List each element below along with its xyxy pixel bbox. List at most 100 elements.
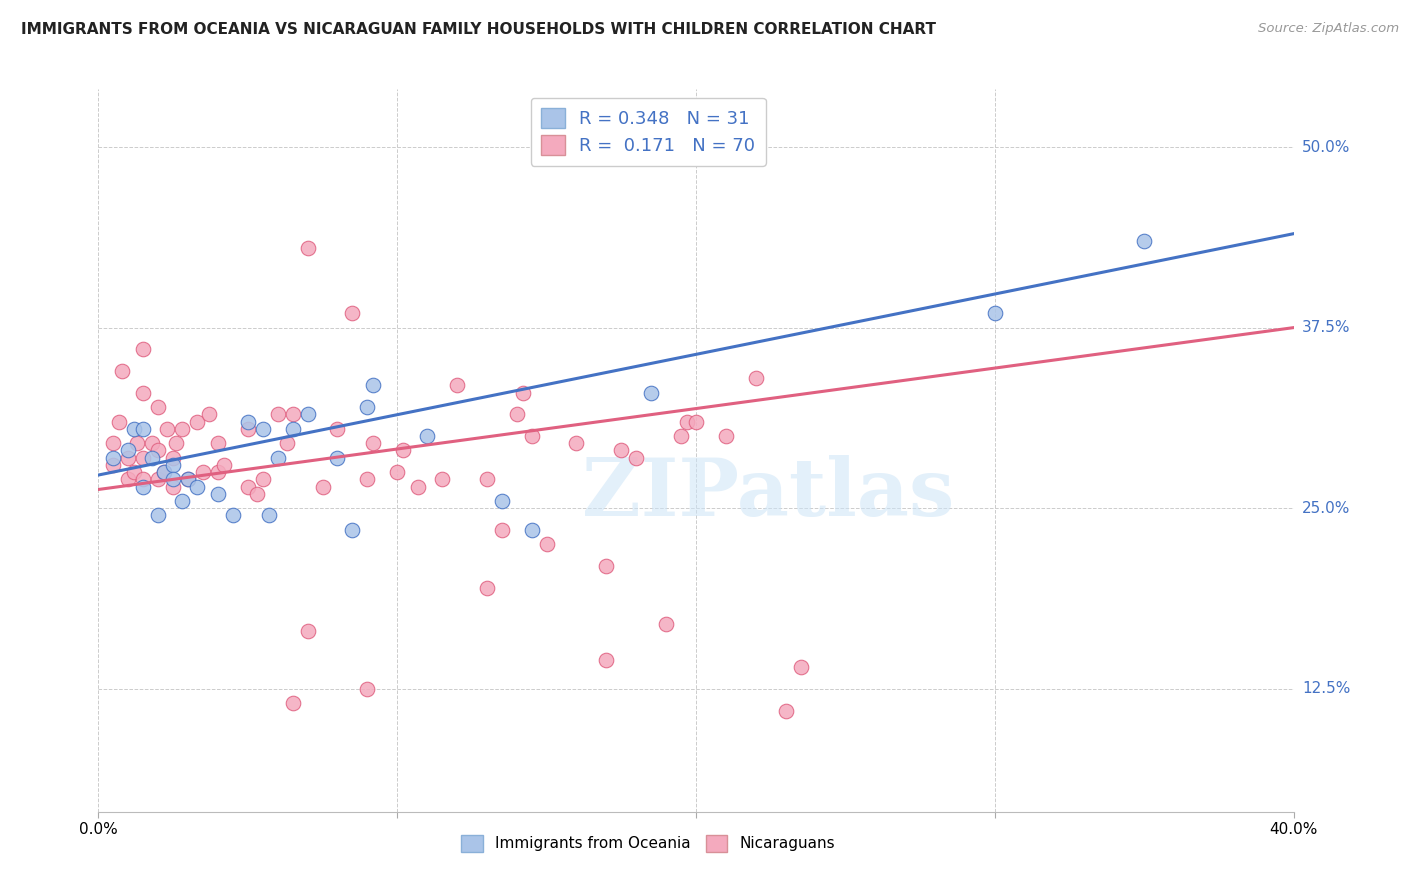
Point xyxy=(326,450,349,465)
Point xyxy=(132,472,155,486)
Point xyxy=(685,415,707,429)
Point xyxy=(475,581,498,595)
Point xyxy=(475,472,498,486)
Point xyxy=(108,415,131,429)
Point xyxy=(117,450,139,465)
Point xyxy=(297,241,319,255)
Point xyxy=(172,422,194,436)
Point xyxy=(132,385,155,400)
Point xyxy=(132,450,155,465)
Point xyxy=(491,523,513,537)
Point xyxy=(186,480,208,494)
Point xyxy=(252,422,274,436)
Point xyxy=(111,364,134,378)
Text: Source: ZipAtlas.com: Source: ZipAtlas.com xyxy=(1258,22,1399,36)
Point xyxy=(153,465,176,479)
Point xyxy=(512,385,534,400)
Point xyxy=(162,472,184,486)
Point xyxy=(520,523,543,537)
Text: IMMIGRANTS FROM OCEANIA VS NICARAGUAN FAMILY HOUSEHOLDS WITH CHILDREN CORRELATIO: IMMIGRANTS FROM OCEANIA VS NICARAGUAN FA… xyxy=(21,22,936,37)
Point xyxy=(655,616,678,631)
Point xyxy=(520,429,543,443)
Point xyxy=(148,472,170,486)
Point xyxy=(311,480,333,494)
Point xyxy=(124,465,146,479)
Point xyxy=(103,450,125,465)
Point xyxy=(207,436,229,450)
Point xyxy=(165,436,187,450)
Point xyxy=(281,696,304,710)
Point xyxy=(276,436,298,450)
Text: 12.5%: 12.5% xyxy=(1302,681,1350,697)
Point xyxy=(222,508,245,523)
Point xyxy=(156,422,179,436)
Point xyxy=(132,343,155,357)
Point xyxy=(267,450,290,465)
Point xyxy=(789,660,811,674)
Point xyxy=(745,371,768,385)
Point xyxy=(207,465,229,479)
Point xyxy=(207,487,229,501)
Point xyxy=(148,400,170,414)
Point xyxy=(103,458,125,472)
Text: ZIPatlas: ZIPatlas xyxy=(582,455,953,533)
Point xyxy=(491,494,513,508)
Point xyxy=(117,472,139,486)
Text: 50.0%: 50.0% xyxy=(1302,139,1350,154)
Point xyxy=(297,624,319,639)
Point xyxy=(984,306,1007,320)
Point xyxy=(267,407,290,421)
Point xyxy=(342,523,364,537)
Point xyxy=(162,458,184,472)
Point xyxy=(246,487,269,501)
Point xyxy=(356,472,378,486)
Point xyxy=(212,458,235,472)
Point xyxy=(236,415,259,429)
Point xyxy=(775,704,797,718)
Point xyxy=(595,653,617,667)
Point xyxy=(640,385,662,400)
Point xyxy=(392,443,415,458)
Point xyxy=(186,415,208,429)
Point xyxy=(281,422,304,436)
Point xyxy=(148,508,170,523)
Point xyxy=(326,422,349,436)
Point xyxy=(626,450,648,465)
Point xyxy=(132,422,155,436)
Point xyxy=(236,480,259,494)
Point xyxy=(153,465,176,479)
Point xyxy=(191,465,214,479)
Point xyxy=(430,472,453,486)
Legend: Immigrants from Oceania, Nicaraguans: Immigrants from Oceania, Nicaraguans xyxy=(456,829,841,858)
Point xyxy=(127,436,149,450)
Point xyxy=(177,472,200,486)
Point xyxy=(536,537,558,551)
Point xyxy=(281,407,304,421)
Text: 25.0%: 25.0% xyxy=(1302,500,1350,516)
Point xyxy=(676,415,699,429)
Point xyxy=(714,429,737,443)
Point xyxy=(297,407,319,421)
Point xyxy=(669,429,692,443)
Point xyxy=(141,436,163,450)
Point xyxy=(162,480,184,494)
Point xyxy=(363,436,385,450)
Point xyxy=(595,559,617,574)
Point xyxy=(356,681,378,696)
Text: 37.5%: 37.5% xyxy=(1302,320,1350,335)
Point xyxy=(103,436,125,450)
Point xyxy=(406,480,429,494)
Point xyxy=(198,407,221,421)
Point xyxy=(416,429,439,443)
Point xyxy=(1133,234,1156,248)
Point xyxy=(446,378,468,392)
Point xyxy=(565,436,588,450)
Point xyxy=(257,508,280,523)
Point xyxy=(177,472,200,486)
Point xyxy=(252,472,274,486)
Point xyxy=(172,494,194,508)
Point xyxy=(506,407,529,421)
Point xyxy=(148,443,170,458)
Point xyxy=(385,465,409,479)
Point xyxy=(162,450,184,465)
